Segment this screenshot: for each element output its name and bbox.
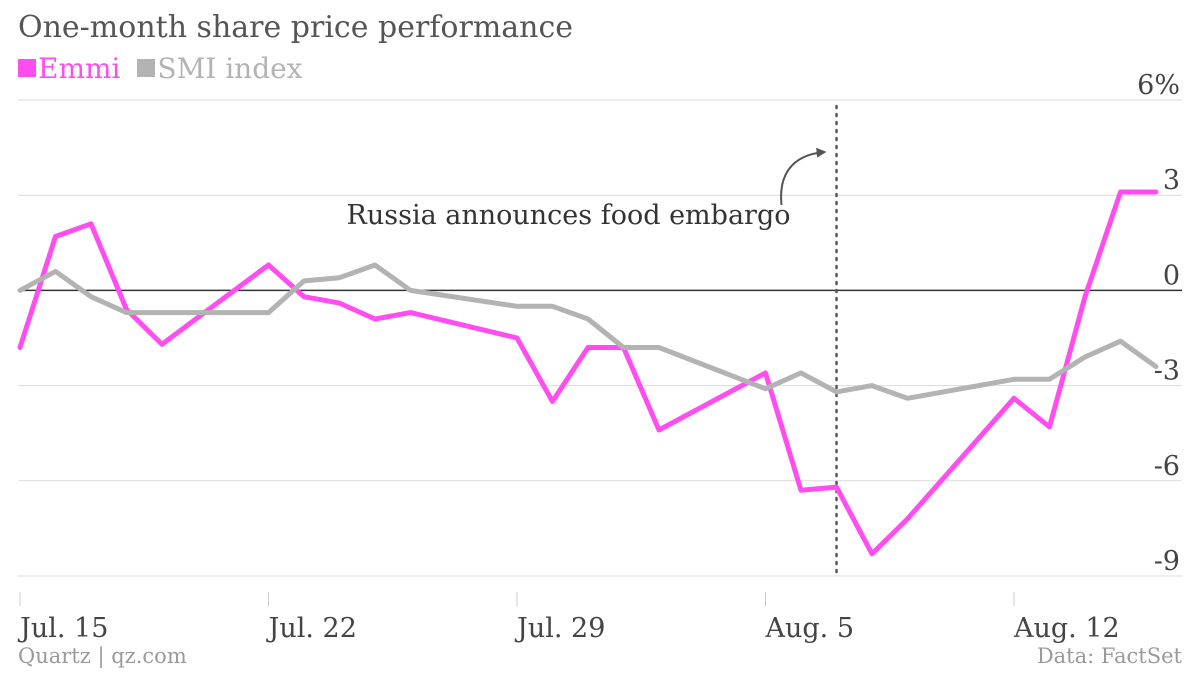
data-source: Data: FactSet — [1036, 644, 1182, 668]
series-line-emmi — [17, 189, 1159, 557]
x-tick-label: Aug. 5 — [765, 613, 855, 644]
legend-item-emmi: Emmi — [18, 52, 121, 85]
y-tick-label: -3 — [1154, 356, 1180, 387]
y-tick-label: -9 — [1154, 546, 1180, 577]
annotation-arrow — [780, 147, 827, 206]
y-tick-label: 3 — [1163, 165, 1180, 196]
source-credit: Quartz | qz.com — [18, 644, 187, 668]
x-tick-label: Aug. 12 — [1013, 613, 1120, 644]
legend: Emmi SMI index — [18, 52, 311, 85]
x-tick-label: Jul. 15 — [17, 613, 108, 644]
annotation-label: Russia announces food embargo — [347, 200, 791, 231]
y-tick-label: 6% — [1137, 70, 1180, 101]
legend-label-emmi: Emmi — [38, 52, 121, 85]
chart-title: One-month share price performance — [18, 10, 574, 45]
legend-swatch-emmi — [18, 59, 36, 77]
x-tick-label: Jul. 22 — [266, 613, 357, 644]
series-line-smi — [17, 262, 1159, 401]
legend-swatch-smi — [137, 59, 156, 77]
legend-item-smi: SMI index — [137, 52, 303, 85]
y-tick-label: -6 — [1154, 451, 1180, 482]
y-tick-label: 0 — [1163, 260, 1180, 291]
legend-label-smi: SMI index — [157, 52, 303, 85]
x-tick-label: Jul. 29 — [514, 613, 605, 644]
